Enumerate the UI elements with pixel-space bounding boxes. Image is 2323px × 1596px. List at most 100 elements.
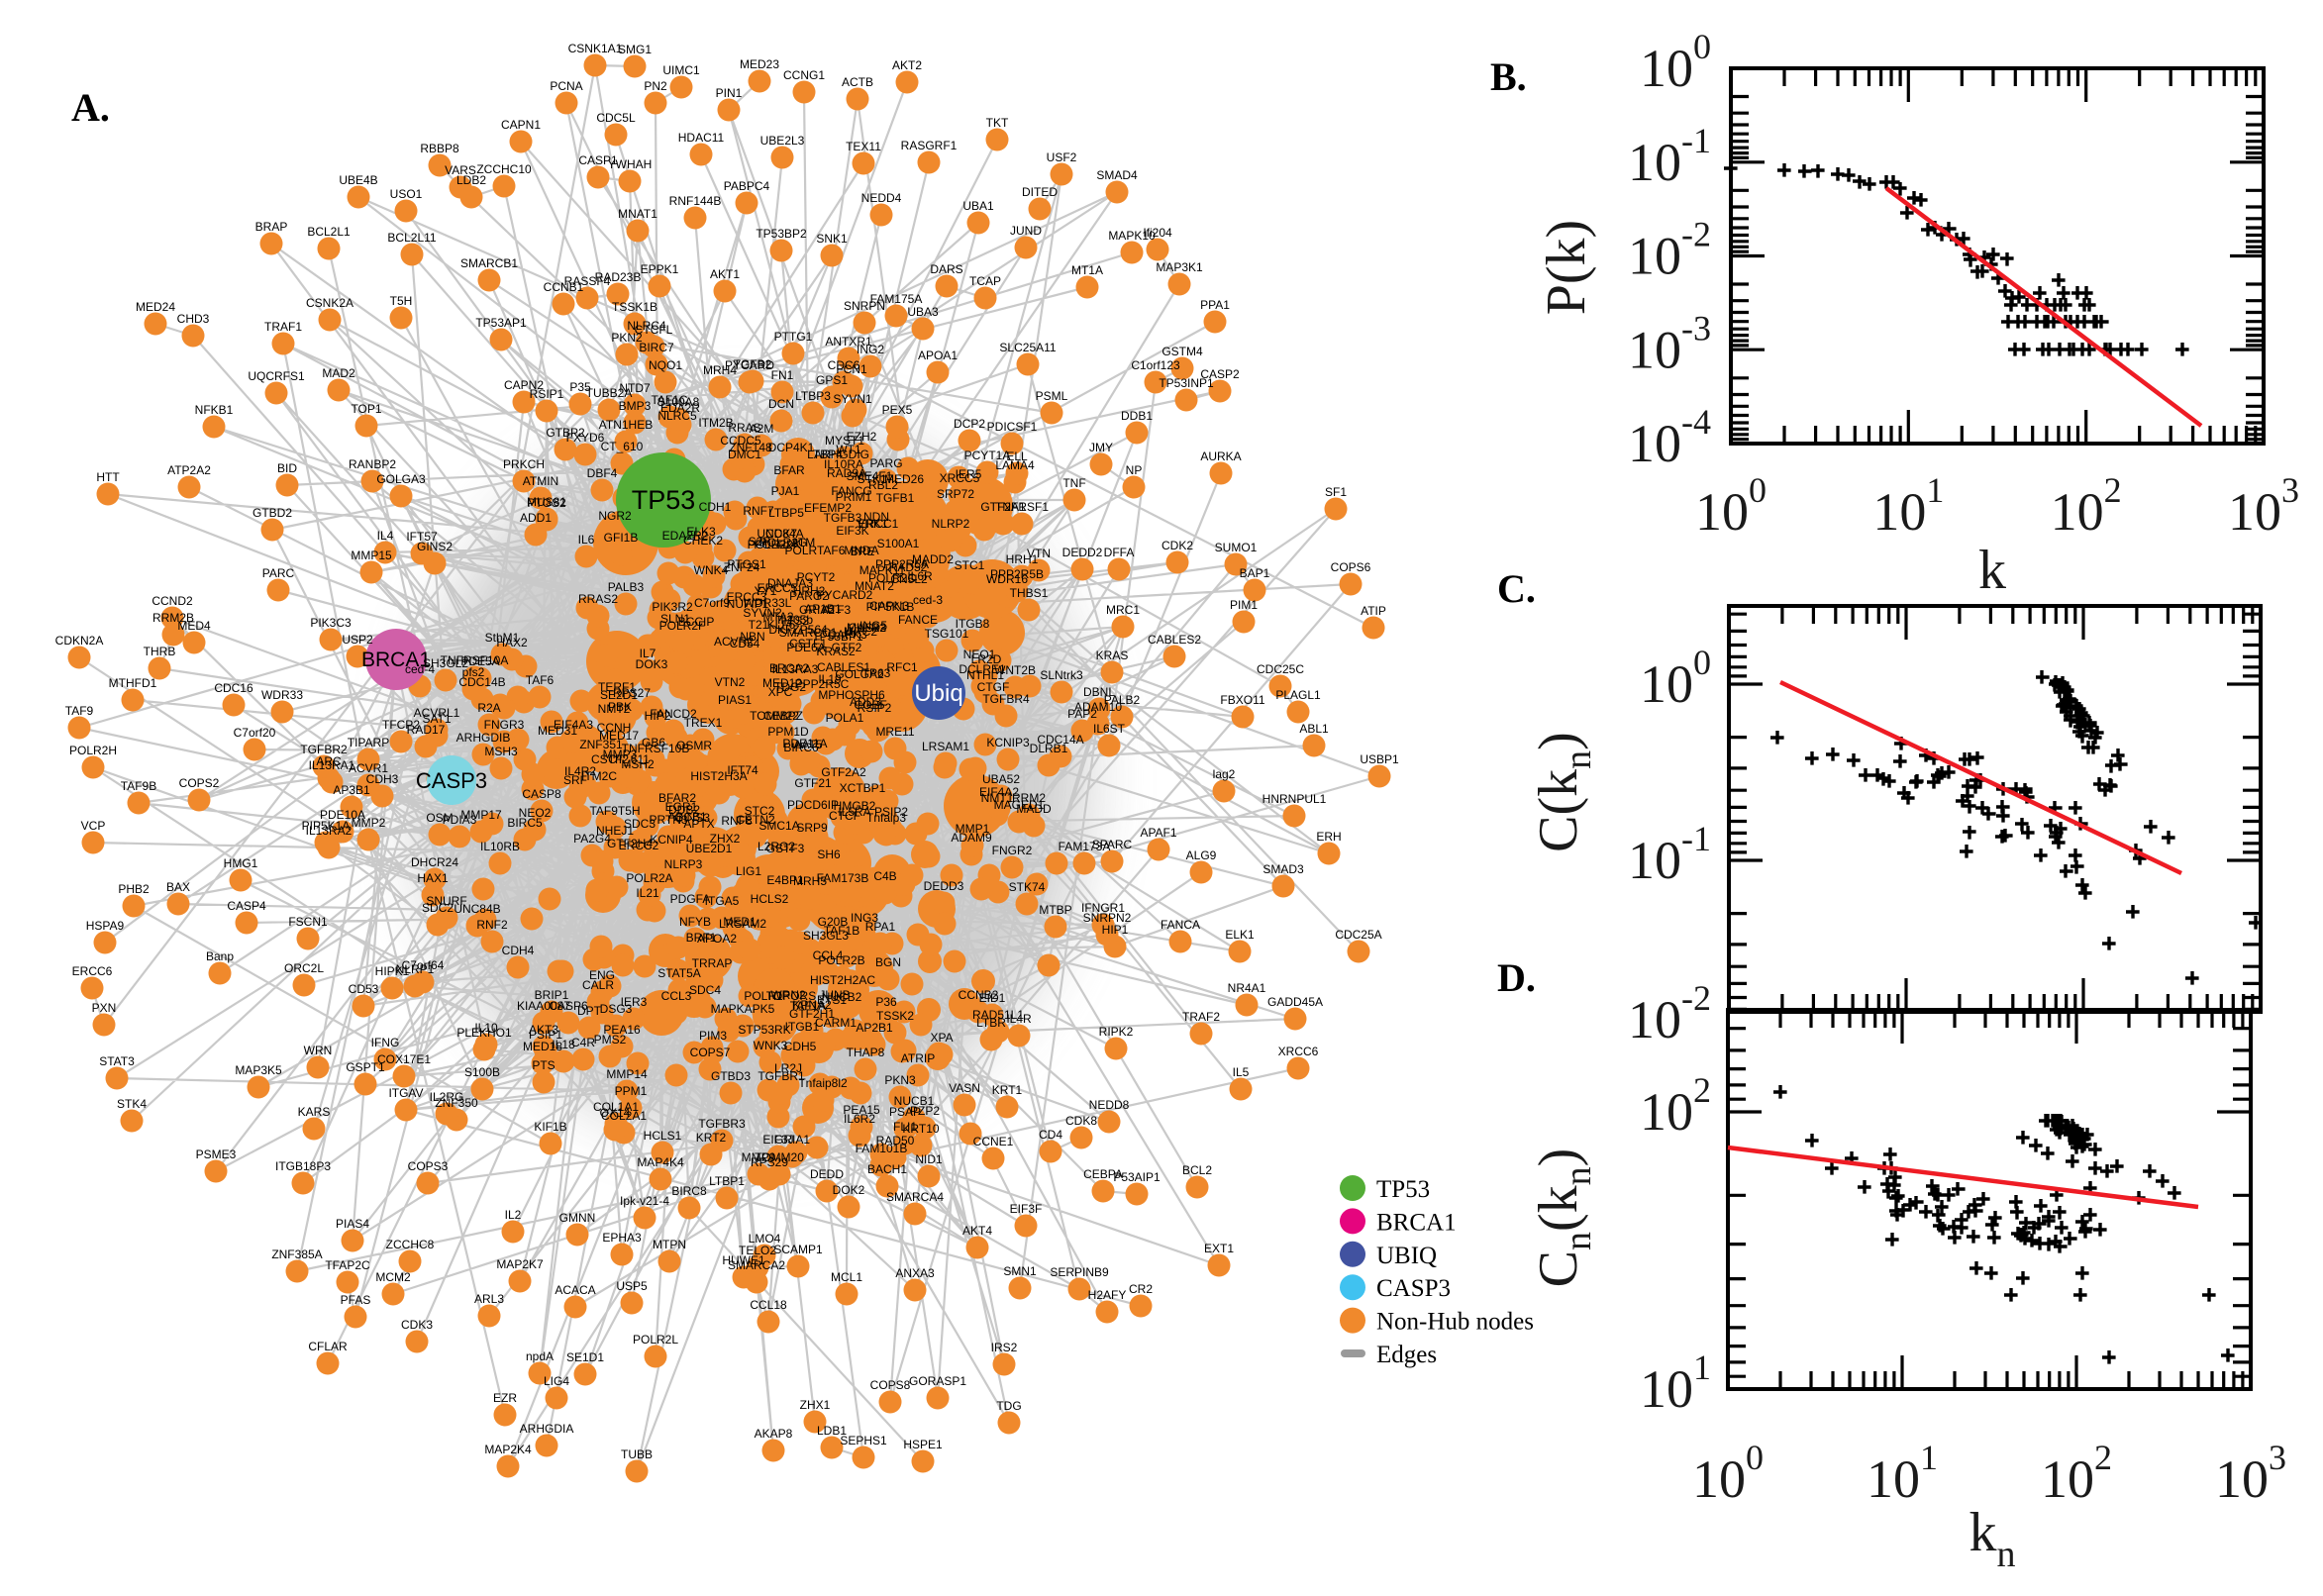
svg-text:USP2: USP2 — [342, 633, 373, 647]
svg-text:NEO1: NEO1 — [963, 648, 996, 661]
svg-text:PALB3: PALB3 — [608, 580, 645, 594]
svg-text:10-1: 10-1 — [1628, 819, 1711, 890]
svg-text:CDK7: CDK7 — [765, 527, 797, 541]
svg-text:SNRPN2: SNRPN2 — [1083, 911, 1132, 925]
svg-text:FAM173A: FAM173A — [1059, 840, 1111, 853]
svg-text:ACVR2: ACVR2 — [714, 635, 754, 648]
svg-text:COL1A1: COL1A1 — [593, 1100, 639, 1114]
svg-text:ATP2A2: ATP2A2 — [167, 463, 211, 477]
svg-text:IL5RA: IL5RA — [838, 805, 870, 819]
svg-text:MPHOSPH6: MPHOSPH6 — [818, 688, 885, 702]
svg-text:NEDD8: NEDD8 — [1089, 1098, 1130, 1112]
svg-text:pfs2: pfs2 — [462, 665, 485, 679]
svg-text:LIG1: LIG1 — [736, 864, 761, 878]
svg-text:ADAM9: ADAM9 — [951, 831, 992, 845]
svg-text:TAF6: TAF6 — [526, 673, 555, 687]
svg-text:MADD2: MADD2 — [912, 552, 954, 566]
svg-text:PXN: PXN — [92, 1001, 117, 1015]
svg-text:ADAM10: ADAM10 — [1074, 700, 1122, 714]
svg-text:PSAP: PSAP — [889, 1105, 921, 1119]
svg-text:GSPT1: GSPT1 — [346, 1060, 385, 1074]
svg-text:PSML: PSML — [1036, 389, 1068, 403]
svg-text:ELL: ELL — [1006, 449, 1028, 463]
svg-text:IL7: IL7 — [640, 647, 656, 660]
svg-text:FCN1: FCN1 — [836, 362, 867, 376]
svg-text:WNK3: WNK3 — [754, 1039, 788, 1052]
svg-text:NTHL1: NTHL1 — [966, 668, 1004, 682]
svg-text:CABLES2: CABLES2 — [1148, 633, 1201, 647]
svg-text:LR2D: LR2D — [971, 652, 1002, 666]
svg-text:IL6R: IL6R — [907, 569, 933, 583]
svg-text:HMG1: HMG1 — [224, 856, 258, 870]
svg-text:CFLAR: CFLAR — [308, 1340, 348, 1353]
svg-text:TS2: TS2 — [787, 614, 809, 628]
svg-text:PIAS1: PIAS1 — [718, 693, 752, 707]
svg-text:GOLGA3: GOLGA3 — [376, 472, 426, 486]
svg-text:AP2B1: AP2B1 — [856, 1021, 893, 1035]
svg-text:SNK1: SNK1 — [816, 232, 848, 246]
svg-text:TIPARP: TIPARP — [348, 736, 389, 749]
svg-text:CETN2: CETN2 — [736, 813, 775, 827]
svg-text:CALR3: CALR3 — [849, 621, 887, 635]
svg-text:Non-Hub nodes: Non-Hub nodes — [1376, 1309, 1534, 1336]
svg-text:SH3GL3: SH3GL3 — [803, 929, 849, 943]
svg-text:EIF4A3: EIF4A3 — [554, 718, 593, 732]
svg-text:TAF1B: TAF1B — [824, 924, 859, 938]
svg-text:DARS: DARS — [930, 262, 962, 276]
svg-text:PDGFA: PDGFA — [670, 892, 711, 906]
svg-text:PFAS: PFAS — [341, 1293, 371, 1307]
svg-text:SYVN1: SYVN1 — [833, 392, 872, 406]
svg-text:PDE11A: PDE11A — [782, 737, 827, 750]
svg-text:DDB2: DDB2 — [668, 803, 700, 817]
svg-text:WNK4: WNK4 — [694, 563, 729, 577]
svg-text:SYVN2: SYVN2 — [743, 606, 782, 620]
svg-text:MMP17: MMP17 — [460, 808, 502, 822]
svg-text:BID: BID — [277, 461, 297, 475]
svg-text:SCAMP1: SCAMP1 — [773, 1243, 823, 1256]
svg-text:MCL1: MCL1 — [831, 1270, 862, 1284]
svg-text:UNC84B: UNC84B — [454, 902, 500, 916]
svg-text:PEA16: PEA16 — [603, 1023, 641, 1037]
svg-text:PEA15: PEA15 — [843, 1103, 880, 1117]
svg-text:HUWE1: HUWE1 — [722, 1253, 765, 1267]
svg-text:C7orf20: C7orf20 — [234, 726, 276, 740]
svg-text:RPS27: RPS27 — [613, 686, 651, 700]
svg-text:UBE4B: UBE4B — [339, 173, 377, 187]
svg-text:CDC5L: CDC5L — [596, 111, 636, 125]
svg-text:LRSAM1: LRSAM1 — [922, 740, 969, 753]
svg-text:AURKA: AURKA — [1200, 449, 1241, 463]
svg-text:BCL2L1: BCL2L1 — [307, 225, 351, 239]
svg-text:HMGB2: HMGB2 — [834, 799, 876, 813]
svg-text:GTF2A1: GTF2A1 — [980, 500, 1026, 514]
svg-text:MADD: MADD — [1016, 802, 1052, 816]
svg-text:CSTF1: CSTF1 — [789, 637, 827, 650]
svg-text:AKAP8: AKAP8 — [755, 1427, 793, 1441]
svg-text:SF1: SF1 — [1325, 485, 1347, 499]
svg-text:CAPN1: CAPN1 — [501, 118, 541, 132]
svg-text:PDE5A: PDE5A — [460, 654, 499, 668]
svg-text:MMP2: MMP2 — [352, 816, 386, 830]
svg-text:MNDA: MNDA — [844, 544, 878, 557]
svg-text:MED12: MED12 — [762, 676, 802, 690]
svg-text:ARHGDIG: ARHGDIG — [814, 448, 869, 461]
svg-text:GTBD2: GTBD2 — [252, 506, 292, 520]
svg-text:CCNB1: CCNB1 — [544, 280, 584, 294]
svg-text:DOK2: DOK2 — [833, 1183, 865, 1197]
svg-text:MAGED1: MAGED1 — [994, 798, 1045, 812]
svg-text:MMP14: MMP14 — [606, 1067, 648, 1081]
svg-text:KARS: KARS — [298, 1105, 331, 1119]
svg-text:BRCA1: BRCA1 — [361, 648, 431, 671]
svg-text:ACVR1: ACVR1 — [349, 761, 388, 775]
svg-text:RIPK2: RIPK2 — [1099, 1025, 1134, 1039]
svg-text:PDE10A: PDE10A — [320, 808, 365, 822]
svg-text:RBL2: RBL2 — [868, 478, 898, 492]
svg-text:SMAD3: SMAD3 — [1262, 862, 1304, 876]
svg-text:LTBP1: LTBP1 — [709, 1174, 745, 1188]
svg-text:IL5: IL5 — [1233, 1065, 1250, 1079]
svg-text:PEX5: PEX5 — [882, 403, 913, 417]
svg-text:NID1: NID1 — [915, 1152, 943, 1166]
svg-text:NUCB1: NUCB1 — [894, 1094, 935, 1108]
svg-text:UQCRFS1: UQCRFS1 — [248, 369, 305, 383]
svg-text:DAPK3: DAPK3 — [828, 628, 867, 642]
svg-text:DNAJA3: DNAJA3 — [767, 576, 813, 590]
